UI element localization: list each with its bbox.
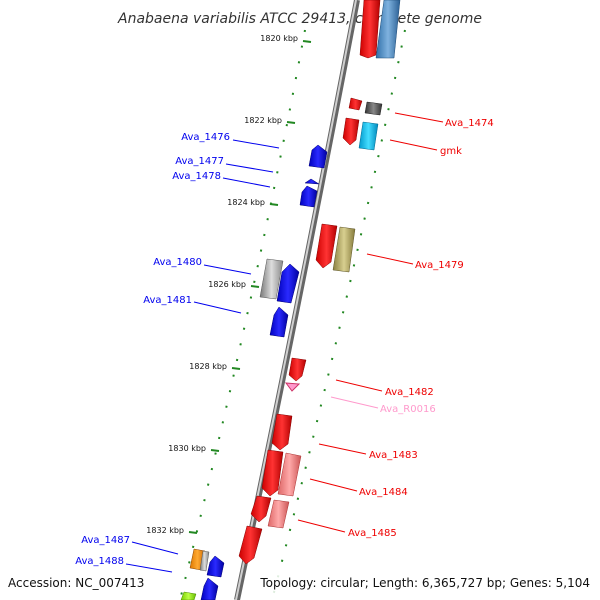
gene-label-right: Ava_1482 xyxy=(385,387,434,398)
gene-block xyxy=(238,525,263,565)
gene-block xyxy=(206,555,225,578)
gene-block xyxy=(261,449,284,497)
gene-block xyxy=(299,185,318,208)
gene-block xyxy=(259,258,284,300)
gene-block xyxy=(269,306,289,338)
tick-label: 1826 kbp xyxy=(208,280,246,289)
gene-block xyxy=(267,499,290,529)
gene-block xyxy=(276,263,300,304)
gene-block xyxy=(308,144,328,169)
gene-label-left: Ava_1478 xyxy=(172,171,221,182)
tick-label: 1828 kbp xyxy=(189,362,227,371)
rna-genes xyxy=(284,382,301,392)
gene-label-right: Ava_R0016 xyxy=(380,404,436,415)
summary-text: Topology: circular; Length: 6,365,727 bp… xyxy=(259,576,590,590)
gene-label-right: Ava_1485 xyxy=(348,528,397,539)
gene-label-right: Ava_1484 xyxy=(359,487,408,498)
position-labels: 1820 kbp 1822 kbp 1824 kbp 1826 kbp 1828… xyxy=(146,34,298,535)
reverse-genes xyxy=(180,144,328,600)
gene-block xyxy=(288,357,307,382)
left-gene-labels xyxy=(125,139,280,573)
gene-block xyxy=(284,382,301,392)
map-title: Anabaena variabilis ATCC 29413, complete… xyxy=(117,11,482,27)
tick-label: 1832 kbp xyxy=(146,526,184,535)
right-gene-labels xyxy=(297,112,444,533)
gene-block xyxy=(375,0,401,59)
gene-label-right: gmk xyxy=(440,146,462,157)
tick-track-right xyxy=(271,29,406,600)
gene-block xyxy=(342,117,360,146)
accession-text: Accession: NC_007413 xyxy=(8,576,144,590)
gene-label-right: Ava_1483 xyxy=(369,450,418,461)
tick-label: 1820 kbp xyxy=(260,34,298,43)
gene-block xyxy=(250,495,272,523)
gene-block xyxy=(315,223,338,269)
gene-block xyxy=(359,0,381,59)
gene-block xyxy=(199,550,210,572)
gene-block xyxy=(304,178,320,185)
gene-block xyxy=(277,452,302,497)
gene-block xyxy=(200,577,219,600)
gene-block xyxy=(271,413,293,451)
tick-label: 1830 kbp xyxy=(168,444,206,453)
gene-label-left: Ava_1477 xyxy=(175,156,224,167)
footer-right-bg xyxy=(255,572,600,594)
gene-block xyxy=(332,226,356,273)
gene-label-left: Ava_1488 xyxy=(75,556,124,567)
gene-block xyxy=(348,97,363,111)
tick-label: 1824 kbp xyxy=(227,198,265,207)
footer-left-bg xyxy=(0,572,158,594)
gene-block xyxy=(180,591,197,600)
major-ticks xyxy=(188,40,312,534)
gene-block xyxy=(358,121,379,151)
gene-label-right: Ava_1474 xyxy=(445,118,494,129)
gene-label-left: Ava_1476 xyxy=(181,132,230,143)
tick-label: 1822 kbp xyxy=(244,116,282,125)
gene-label-left: Ava_1481 xyxy=(143,295,192,306)
gene-label-right: Ava_1479 xyxy=(415,260,464,271)
forward-genes xyxy=(238,0,401,565)
gene-block xyxy=(364,101,383,116)
gene-label-left: Ava_1480 xyxy=(153,257,202,268)
gene-label-left: Ava_1487 xyxy=(81,535,130,546)
